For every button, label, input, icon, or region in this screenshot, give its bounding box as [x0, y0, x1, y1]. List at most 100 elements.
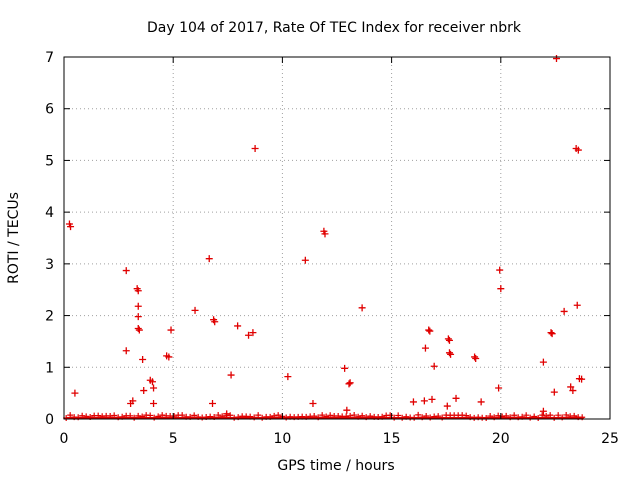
- data-point: [539, 407, 547, 415]
- baseline-marker: [511, 412, 518, 419]
- data-point: [165, 353, 173, 361]
- data-point: [428, 395, 436, 403]
- data-point: [420, 397, 428, 405]
- data-point: [421, 344, 429, 352]
- baseline-marker: [563, 411, 570, 418]
- baseline-marker: [571, 412, 578, 419]
- data-point: [497, 285, 505, 293]
- data-point: [477, 398, 485, 406]
- x-axis-label: GPS time / hours: [277, 458, 394, 474]
- data-point: [574, 146, 582, 154]
- data-point: [150, 399, 158, 407]
- baseline-marker: [535, 414, 542, 421]
- data-point: [426, 327, 434, 335]
- baseline-marker: [547, 412, 554, 419]
- baseline-marker: [147, 412, 154, 419]
- baseline-marker: [387, 412, 394, 419]
- baseline-marker: [411, 414, 418, 421]
- x-tick-label: 25: [601, 431, 619, 447]
- data-point: [122, 267, 130, 275]
- baseline-marker: [231, 414, 238, 421]
- data-point: [430, 362, 438, 370]
- baseline-marker: [271, 412, 278, 419]
- x-tick-label: 10: [273, 431, 291, 447]
- data-point: [167, 326, 175, 334]
- data-point: [341, 364, 349, 372]
- data-point: [150, 384, 158, 392]
- data-point: [560, 307, 568, 315]
- data-point: [345, 380, 353, 388]
- data-point: [139, 356, 147, 364]
- y-tick-label: 2: [45, 309, 54, 325]
- data-point: [447, 350, 455, 358]
- data-point: [409, 398, 417, 406]
- data-point: [552, 55, 560, 63]
- y-tick-label: 4: [45, 205, 54, 221]
- baseline-marker: [275, 412, 282, 419]
- data-point: [249, 329, 257, 337]
- y-tick-label: 1: [45, 360, 54, 376]
- baseline-marker: [79, 412, 86, 419]
- data-point: [148, 378, 156, 386]
- baseline-marker: [367, 413, 374, 420]
- baseline-marker: [159, 412, 166, 419]
- x-tick-label: 0: [60, 431, 69, 447]
- data-point: [321, 230, 329, 238]
- data-point: [134, 313, 142, 321]
- baseline-marker: [155, 413, 162, 420]
- baseline-marker: [327, 412, 334, 419]
- x-tick-label: 5: [169, 431, 178, 447]
- chart-title: Day 104 of 2017, Rate Of TEC Index for r…: [147, 20, 522, 36]
- baseline-marker: [423, 413, 430, 420]
- data-point: [445, 349, 453, 357]
- data-point: [550, 388, 558, 396]
- data-point: [234, 322, 242, 330]
- y-tick-label: 5: [45, 153, 54, 169]
- baseline-marker: [131, 414, 138, 421]
- baseline-marker: [499, 413, 506, 420]
- baseline-marker: [427, 414, 434, 421]
- data-point: [191, 306, 199, 314]
- baseline-marker: [67, 412, 74, 419]
- baseline-marker: [531, 413, 538, 420]
- baseline-marker: [503, 412, 510, 419]
- data-point: [135, 326, 143, 334]
- baseline-marker: [463, 412, 470, 419]
- data-point: [134, 325, 142, 332]
- data-point: [472, 354, 480, 362]
- data-point: [548, 330, 556, 338]
- data-point: [140, 387, 148, 395]
- x-axis-ticks: 0 5 10 15 20 25: [60, 57, 619, 447]
- data-point: [67, 223, 75, 231]
- data-point: [134, 287, 142, 295]
- baseline-noise: [63, 411, 586, 421]
- data-point: [205, 255, 213, 263]
- data-point: [209, 399, 217, 407]
- baseline-marker: [495, 412, 502, 419]
- grid-lines: [64, 57, 610, 419]
- data-point: [496, 266, 504, 274]
- baseline-marker: [255, 412, 262, 419]
- baseline-marker: [551, 414, 558, 421]
- baseline-marker: [127, 412, 134, 419]
- baseline-marker: [351, 412, 358, 419]
- data-point: [129, 397, 137, 405]
- data-point: [539, 358, 547, 366]
- data-point: [134, 302, 142, 310]
- baseline-marker: [179, 412, 186, 419]
- baseline-marker: [359, 412, 366, 419]
- baseline-marker: [543, 412, 550, 419]
- data-point: [569, 387, 577, 395]
- plot-frame: [63, 56, 611, 420]
- data-point: [71, 389, 79, 397]
- data-point: [452, 394, 460, 402]
- y-tick-label: 3: [45, 257, 54, 273]
- data-point: [301, 256, 309, 264]
- baseline-marker: [95, 412, 102, 419]
- y-tick-label: 0: [45, 412, 54, 428]
- data-point: [227, 371, 235, 379]
- data-point: [573, 301, 581, 309]
- data-point: [444, 335, 452, 343]
- baseline-marker: [171, 413, 178, 420]
